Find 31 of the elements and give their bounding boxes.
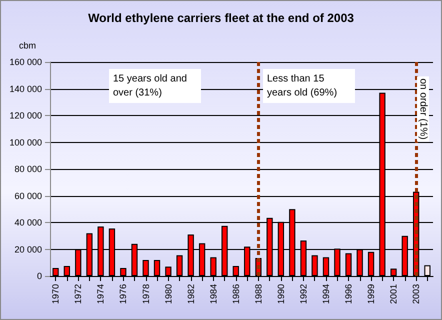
x-tick-label: 1986: [230, 284, 241, 304]
x-tick-label: 1988: [253, 284, 264, 304]
y-tick-label: 160 000: [9, 57, 42, 67]
annotation: 15 years old and over (31%): [113, 74, 190, 98]
y-tick-label: 120 000: [9, 110, 42, 120]
x-tick-label: 2003: [411, 284, 422, 304]
x-tick-label: 1978: [140, 284, 151, 304]
x-tick-label: 1972: [73, 284, 84, 304]
y-tick-label: 140 000: [9, 84, 42, 94]
y-tick-label: 100 000: [9, 137, 42, 148]
x-tick-label: 1992: [298, 284, 308, 304]
y-tick-label: 80 000: [14, 164, 42, 174]
chart-title: World ethylene carriers fleet at the end of 2003: [88, 11, 354, 25]
x-tick-label: 2001: [388, 284, 399, 304]
x-tick-label: 1994: [320, 284, 331, 304]
x-tick-label: 1976: [118, 284, 128, 304]
x-tick-label: 1974: [96, 284, 106, 304]
y-tick-label: 60 000: [14, 190, 42, 201]
x-tick-label: 1999: [366, 284, 376, 304]
y-tick-label: 0: [36, 271, 42, 281]
y-tick-label: 40 000: [14, 218, 42, 228]
x-tick-label: 1980: [163, 284, 174, 304]
y-axis-title: cbm: [18, 40, 36, 50]
x-tick-label: 1970: [50, 284, 61, 304]
annotation: Less than 15 years old (69%): [267, 74, 338, 98]
y-tick-label: 20 000: [14, 244, 42, 254]
x-tick-label: 1990: [276, 284, 286, 304]
x-tick-label: 1996: [344, 284, 354, 304]
x-tick-label: 1984: [208, 284, 218, 304]
x-tick-label: 1982: [186, 284, 196, 304]
annotation: on order (1%): [418, 78, 428, 140]
